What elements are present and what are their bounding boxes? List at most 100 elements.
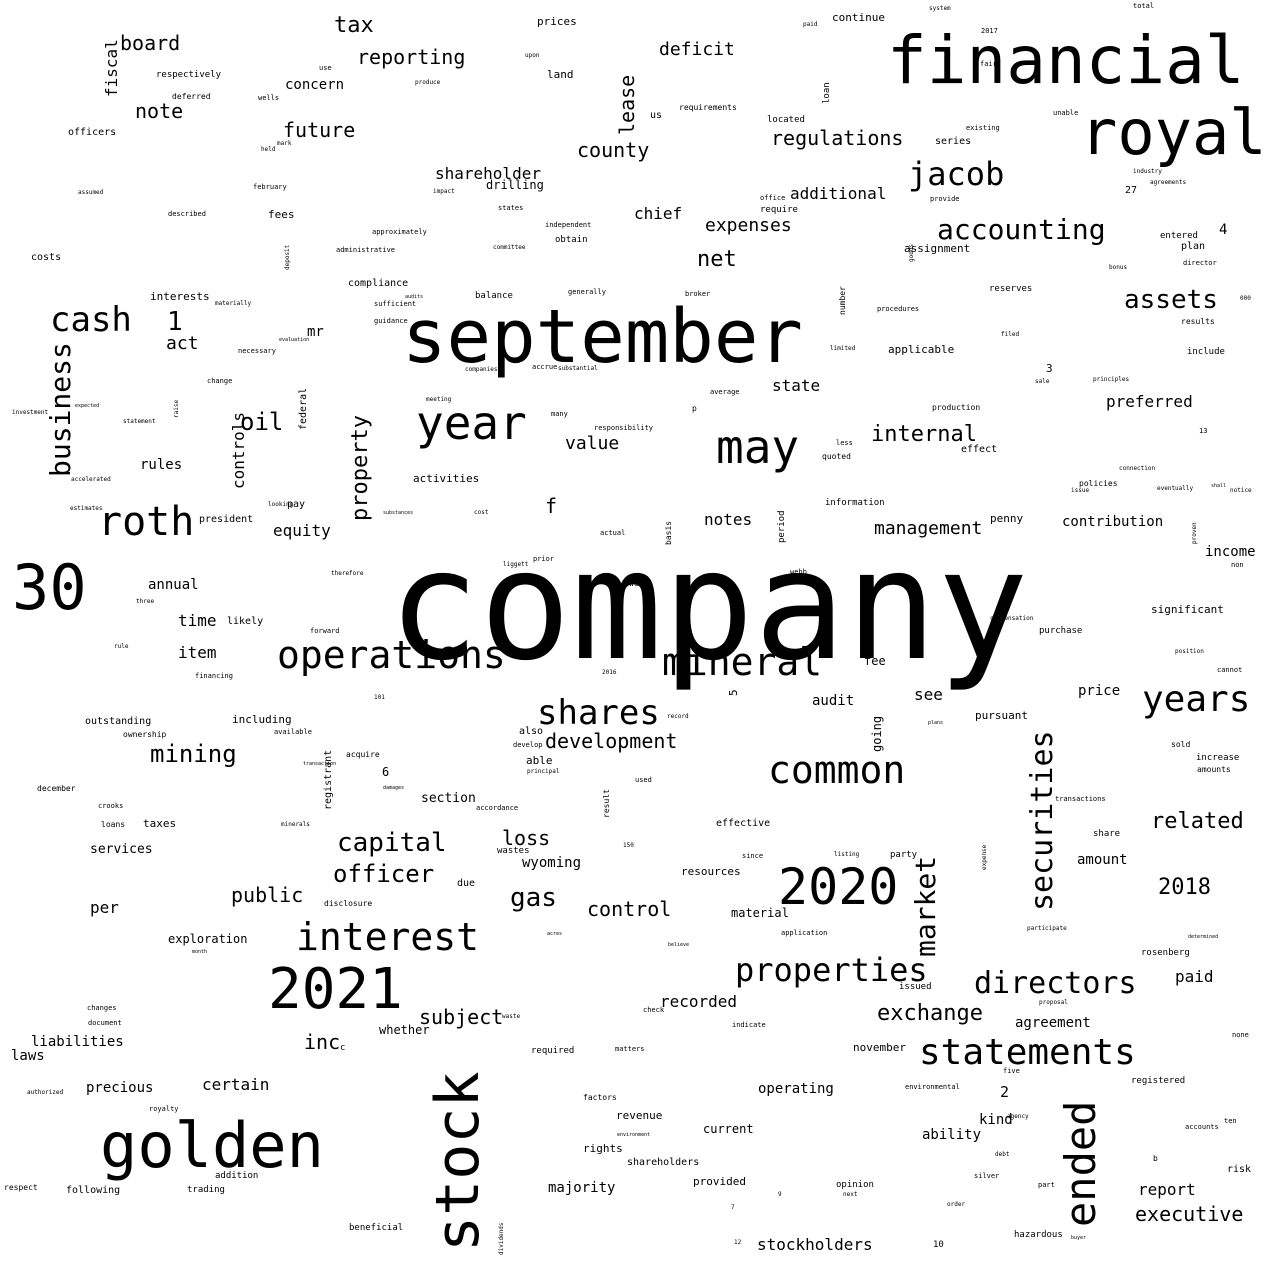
cloud-word: precious — [86, 1080, 154, 1096]
cloud-word: p — [692, 404, 697, 413]
cloud-word: chief — [634, 204, 683, 223]
cloud-word: since — [742, 852, 764, 860]
cloud-word: position — [1175, 648, 1204, 655]
cloud-word: guidance — [374, 317, 408, 325]
cloud-word: number — [838, 286, 847, 315]
cloud-word: existing — [966, 124, 1000, 132]
cloud-word: bonus — [1109, 264, 1128, 271]
cloud-word: cannot — [1217, 666, 1243, 674]
cloud-word: authorized — [27, 1089, 64, 1096]
cloud-word: note — [135, 99, 184, 123]
cloud-word: shareholder — [435, 164, 541, 183]
cloud-word: investment — [12, 409, 49, 416]
cloud-word: addition — [215, 1171, 259, 1181]
cloud-word: land — [547, 68, 574, 81]
cloud-word: net — [697, 247, 737, 272]
cloud-word: next — [843, 1191, 858, 1198]
cloud-word: controls — [229, 411, 248, 489]
cloud-word: 1 — [167, 307, 183, 337]
cloud-word: non — [1231, 561, 1244, 569]
cloud-word: b — [1153, 1154, 1158, 1163]
cloud-word: rights — [583, 1142, 623, 1155]
cloud-word: per — [90, 898, 119, 917]
cloud-word: roth — [98, 499, 195, 545]
cloud-word: policies — [1079, 479, 1118, 488]
cloud-word: majority — [548, 1180, 616, 1196]
cloud-word: income — [1205, 544, 1256, 560]
cloud-word: state — [772, 376, 821, 395]
cloud-word: issue — [1071, 487, 1090, 494]
cloud-word: loans — [101, 820, 126, 829]
cloud-word: registrant — [323, 749, 334, 810]
cloud-word: balance — [475, 291, 513, 301]
cloud-word: years — [1142, 679, 1251, 720]
cloud-word: sold — [1171, 740, 1191, 749]
cloud-word: capital — [337, 828, 447, 858]
cloud-word: compliance — [348, 278, 409, 289]
cloud-word: equity — [273, 521, 331, 540]
cloud-word: materially — [215, 300, 252, 307]
cloud-word: filed — [1001, 331, 1020, 338]
cloud-word: information — [825, 498, 885, 508]
cloud-word: notes — [704, 510, 753, 529]
cloud-word: application — [781, 929, 828, 937]
cloud-word: held — [261, 146, 276, 153]
cloud-word: proven — [1191, 522, 1198, 544]
cloud-word: limited — [830, 345, 856, 352]
cloud-word: september — [402, 294, 803, 380]
cloud-word: interest — [296, 915, 480, 959]
cloud-word: well — [629, 579, 649, 588]
cloud-word: obtain — [555, 235, 588, 245]
cloud-word: month — [192, 949, 208, 955]
cloud-word: transactions — [1055, 795, 1106, 803]
cloud-word: contribution — [1062, 514, 1164, 530]
cloud-word: procedures — [877, 305, 920, 313]
cloud-word: internal — [871, 422, 977, 447]
cloud-word: environmental — [905, 1083, 960, 1091]
cloud-word: provided — [693, 1175, 746, 1188]
cloud-word: annual — [148, 577, 199, 593]
cloud-word: continue — [832, 11, 885, 24]
cloud-word: audit — [812, 693, 855, 709]
cloud-word: cash — [50, 300, 132, 340]
cloud-word: goods — [908, 243, 915, 262]
cloud-word: director — [1183, 259, 1217, 267]
cloud-word: 2017 — [981, 27, 998, 35]
cloud-word: acquire — [346, 750, 380, 759]
cloud-word: jacob — [908, 155, 1005, 193]
cloud-word: accrue — [532, 363, 558, 371]
cloud-word: requirements — [679, 103, 737, 112]
cloud-word: many — [551, 410, 568, 418]
cloud-word: record — [667, 713, 689, 720]
cloud-word: include — [1187, 347, 1225, 357]
cloud-word: dividends — [498, 1222, 505, 1255]
cloud-word: kind — [979, 1112, 1013, 1128]
cloud-word: stockholders — [757, 1235, 873, 1254]
cloud-word: principal — [527, 768, 560, 775]
cloud-word: due — [457, 878, 476, 889]
cloud-word: item — [178, 643, 217, 662]
cloud-word: lease — [615, 74, 639, 135]
cloud-word: fee — [864, 654, 886, 668]
cloud-word: able — [526, 754, 553, 767]
cloud-word: f — [545, 494, 558, 518]
cloud-word: determined — [1188, 934, 1219, 940]
cloud-word: pay — [287, 499, 306, 510]
cloud-word: going — [870, 715, 884, 752]
cloud-word: average — [710, 388, 740, 396]
cloud-word: 4 — [1219, 222, 1228, 238]
cloud-word: used — [635, 776, 652, 784]
cloud-word: states — [498, 204, 524, 212]
cloud-word: business — [44, 342, 77, 477]
cloud-word: effective — [716, 818, 771, 829]
cloud-word: use — [319, 64, 332, 72]
cloud-word: market — [909, 855, 942, 957]
cloud-word: report — [1138, 1180, 1196, 1199]
cloud-word: current — [703, 1122, 754, 1136]
cloud-word: paid — [1175, 967, 1214, 986]
cloud-word: future — [283, 118, 356, 142]
cloud-word: 2020 — [778, 858, 899, 916]
cloud-word: regulations — [771, 126, 904, 150]
cloud-word: 30 — [12, 551, 87, 624]
cloud-word: expenses — [705, 215, 792, 236]
